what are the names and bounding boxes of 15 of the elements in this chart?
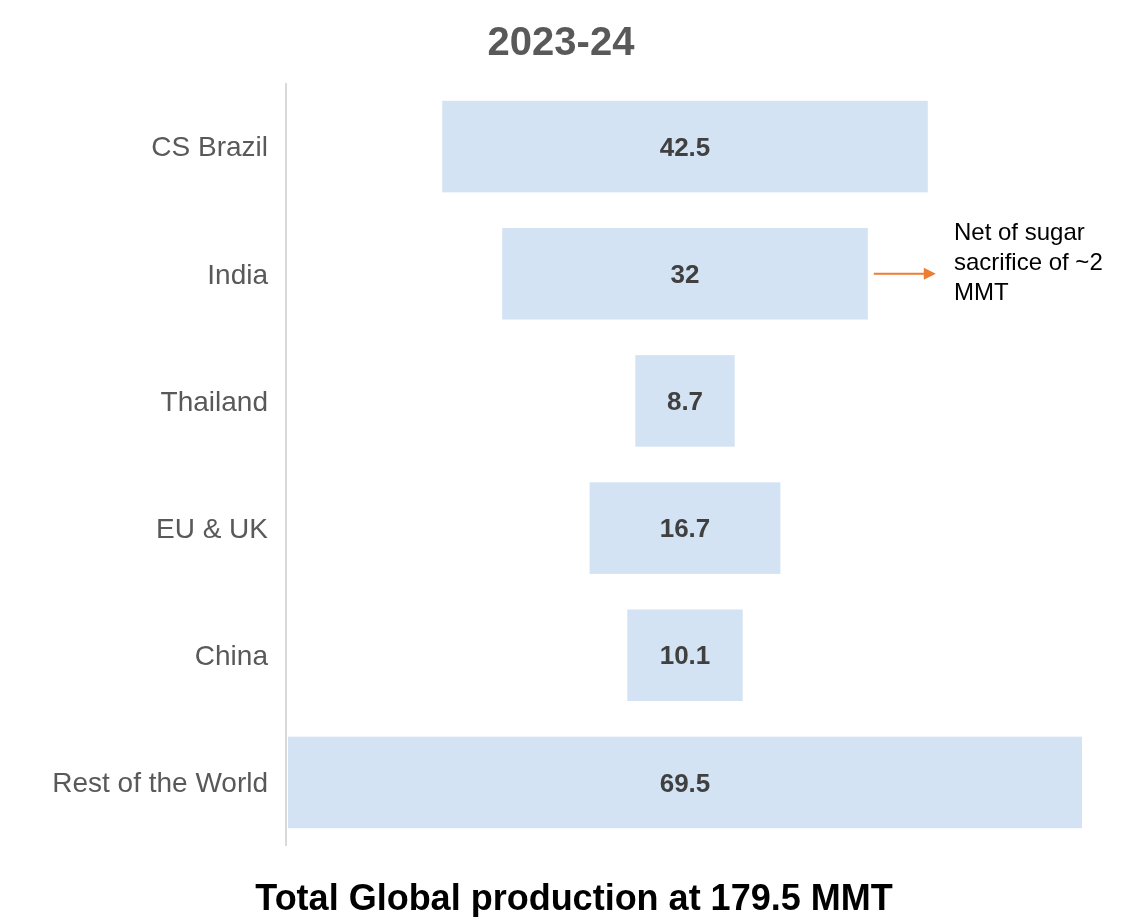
category-label: EU & UK: [155, 512, 269, 544]
category-label: Rest of the World: [52, 767, 268, 799]
category-label: CS Brazil: [151, 131, 268, 163]
data-label: 69.5: [659, 767, 711, 798]
category-label: India: [207, 258, 269, 290]
data-label: 10.1: [659, 640, 711, 671]
text: 2023-24: [487, 19, 636, 63]
data-label: 32: [670, 258, 700, 289]
text: Total Global production at 179.5 MMT: [255, 877, 893, 917]
data-label: 16.7: [659, 513, 711, 544]
category-label: Thailand: [160, 385, 268, 417]
text: Net of sugar sacrifice of ~2 MMT: [954, 217, 1103, 305]
category-label: China: [194, 640, 269, 672]
data-label: 42.5: [659, 131, 711, 162]
data-label: 8.7: [666, 386, 704, 417]
